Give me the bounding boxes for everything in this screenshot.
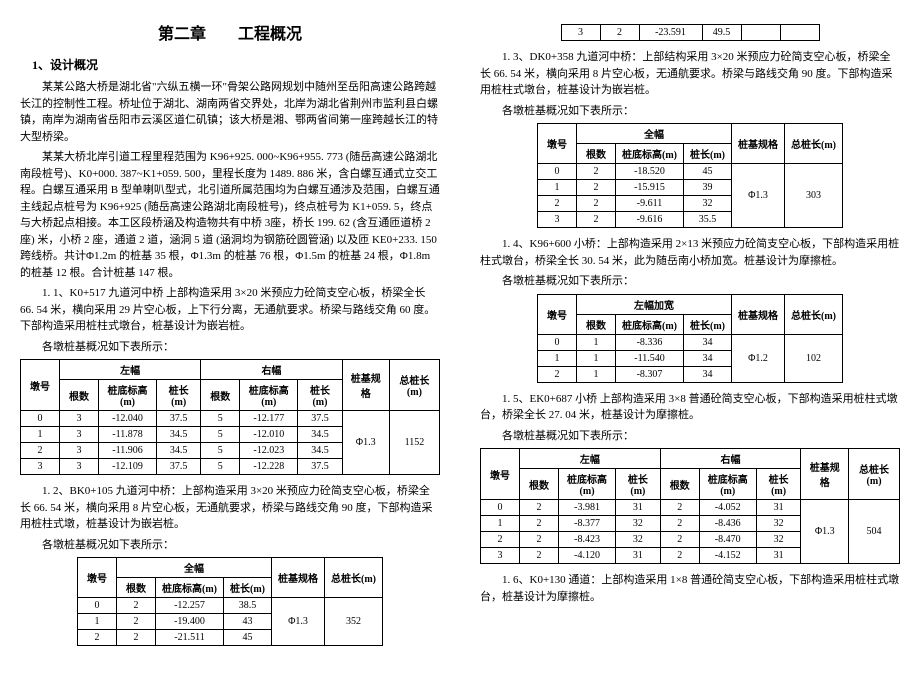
table-3: 墩号 全幅 桩基规格 总桩长(m) 根数桩底标高(m)桩长(m) 02-18.5… <box>537 123 843 228</box>
table-5: 墩号 左幅 右幅 桩基规格 总桩长(m) 根数桩底标高(m)桩长(m) 根数桩底… <box>480 448 900 564</box>
th-len: 桩长(m) <box>157 380 201 411</box>
th-left: 左幅 <box>60 360 201 380</box>
sec-1-4: 1. 4、K96+600 小桥：上部构造采用 2×13 米预应力砼简支空心板，下… <box>480 236 900 269</box>
th-gen: 根数 <box>60 380 99 411</box>
tbl-intro-5: 各墩桩基概况如下表所示： <box>480 428 900 445</box>
sec-1-5: 1. 5、EK0+687 小桥 上部构造采用 3×8 普通砼简支空心板，下部构造… <box>480 391 900 424</box>
tbl-intro-2: 各墩桩基概况如下表所示： <box>20 537 440 554</box>
th-gen-r: 根数 <box>201 380 240 411</box>
table-row: 02-12.25738.5Φ1.3352 <box>78 598 383 614</box>
para-1: 某某公路大桥是湖北省"六纵五横一环"骨架公路网规划中随州至岳阳高速公路跨越长江的… <box>20 79 440 145</box>
table-2-cont: 32-23.59149.5 <box>561 24 820 41</box>
table-2: 墩号 全幅 桩基规格 总桩长(m) 根数 桩底标高(m) 桩长(m) 02-12… <box>77 557 383 646</box>
th-right: 右幅 <box>201 360 342 380</box>
th-len-r: 桩长(m) <box>298 380 342 411</box>
table-row: 02-3.981312-4.05231Φ1.3504 <box>481 500 900 516</box>
table-row: 32-23.59149.5 <box>561 25 819 41</box>
right-column: 32-23.59149.5 1. 3、DK0+358 九道河中桥：上部结构采用 … <box>480 20 900 654</box>
th-spec: 桩基规格 <box>272 558 325 598</box>
th-dun: 墩号 <box>21 360 60 411</box>
table-1: 墩号 左幅 右幅 桩基规格 总桩长(m) 根数 桩底标高(m) 桩长(m) 根数… <box>20 359 440 475</box>
th-spec: 桩基规格 <box>342 360 389 411</box>
sec-1-6: 1. 6、K0+130 通道：上部构造采用 1×8 普通砼简支空心板，下部构造采… <box>480 572 900 605</box>
th-dbg-r: 桩底标高(m) <box>240 380 298 411</box>
section-1-heading: 1、设计概况 <box>20 56 440 73</box>
table-4: 墩号 左幅加宽 桩基规格 总桩长(m) 根数桩底标高(m)桩长(m) 01-8.… <box>537 294 843 383</box>
tbl-intro-1: 各墩桩基概况如下表所示： <box>20 339 440 356</box>
th-total: 总桩长(m) <box>389 360 439 411</box>
sec-1-2: 1. 2、BK0+105 九道河中桥：上部构造采用 3×20 米预应力砼简支空心… <box>20 483 440 533</box>
left-column: 第二章 工程概况 1、设计概况 某某公路大桥是湖北省"六纵五横一环"骨架公路网规… <box>20 20 440 654</box>
para-2: 某某大桥北岸引道工程里程范围为 K96+925. 000~K96+955. 77… <box>20 149 440 281</box>
tbl-intro-3: 各墩桩基概况如下表所示： <box>480 103 900 120</box>
table-row: 02-18.52045Φ1.3303 <box>538 164 843 180</box>
tbl-intro-4: 各墩桩基概况如下表所示： <box>480 273 900 290</box>
sec-1-1: 1. 1、K0+517 九道河中桥 上部构造采用 3×20 米预应力砼简支空心板… <box>20 285 440 335</box>
th-dbg: 桩底标高(m) <box>99 380 157 411</box>
sec-1-3: 1. 3、DK0+358 九道河中桥：上部结构采用 3×20 米预应力砼简支空心… <box>480 49 900 99</box>
table-row: 01-8.33634Φ1.2102 <box>538 334 843 350</box>
table-row: 03-12.04037.55-12.17737.5 Φ1.3 1152 <box>21 411 440 427</box>
th-total: 总桩长(m) <box>325 558 383 598</box>
chapter-title: 第二章 工程概况 <box>20 20 440 44</box>
